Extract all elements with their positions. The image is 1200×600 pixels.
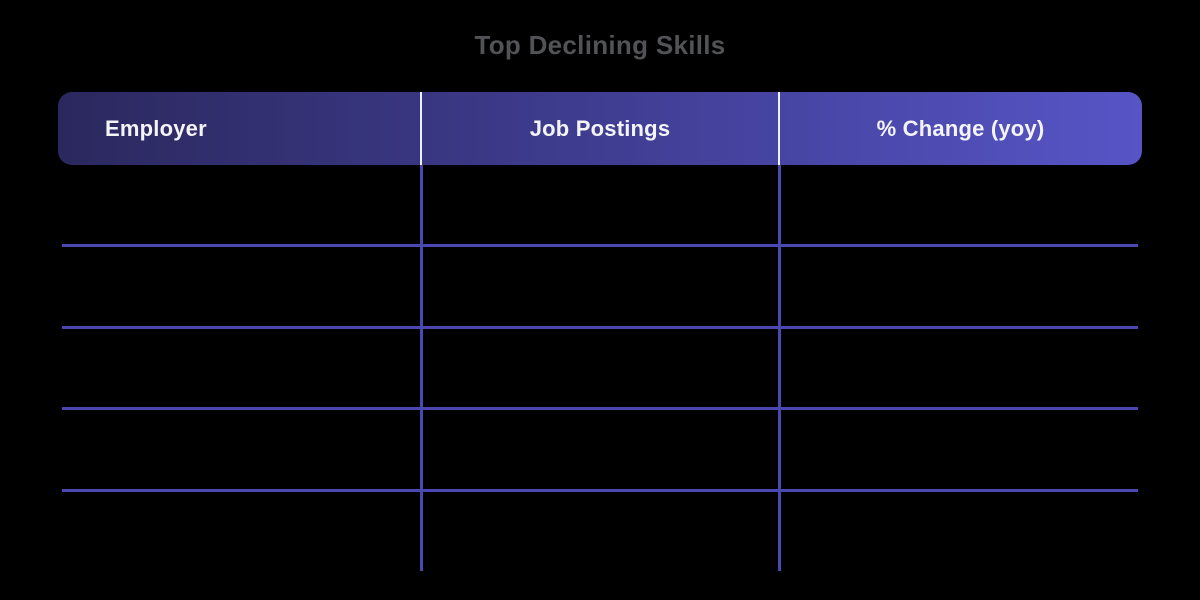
cell-employer xyxy=(58,165,421,246)
table-row xyxy=(58,409,1142,490)
row-divider-line xyxy=(62,489,1138,492)
cell-job-postings xyxy=(421,165,779,246)
cell-pct-change-yoy xyxy=(779,165,1142,246)
cell-employer xyxy=(58,490,421,571)
table-row xyxy=(58,327,1142,408)
cell-job-postings xyxy=(421,246,779,327)
column-header-pct-change-yoy: % Change (yoy) xyxy=(876,115,1045,141)
row-divider-line xyxy=(62,326,1138,329)
table-row xyxy=(58,490,1142,571)
table-row xyxy=(58,165,1142,246)
row-divider-line xyxy=(62,407,1138,410)
table-rows xyxy=(58,165,1142,571)
page-title: Top Declining Skills xyxy=(474,30,726,60)
table-header: Employer Job Postings % Change (yoy) xyxy=(58,92,1142,165)
row-divider-line xyxy=(62,244,1138,247)
column-divider-line xyxy=(420,165,423,571)
cell-employer xyxy=(58,246,421,327)
cell-pct-change-yoy xyxy=(779,327,1142,408)
cell-job-postings xyxy=(421,490,779,571)
table-body xyxy=(58,165,1142,571)
cell-job-postings xyxy=(421,409,779,490)
column-divider-line xyxy=(778,165,781,571)
header-column-divider xyxy=(778,92,780,165)
table-row xyxy=(58,246,1142,327)
cell-pct-change-yoy xyxy=(779,409,1142,490)
header-column-divider xyxy=(420,92,422,165)
column-header-job-postings: Job Postings xyxy=(529,115,671,141)
cell-job-postings xyxy=(421,327,779,408)
cell-employer xyxy=(58,409,421,490)
cell-pct-change-yoy xyxy=(779,490,1142,571)
cell-employer xyxy=(58,327,421,408)
column-header-employer: Employer xyxy=(105,115,207,141)
cell-pct-change-yoy xyxy=(779,246,1142,327)
